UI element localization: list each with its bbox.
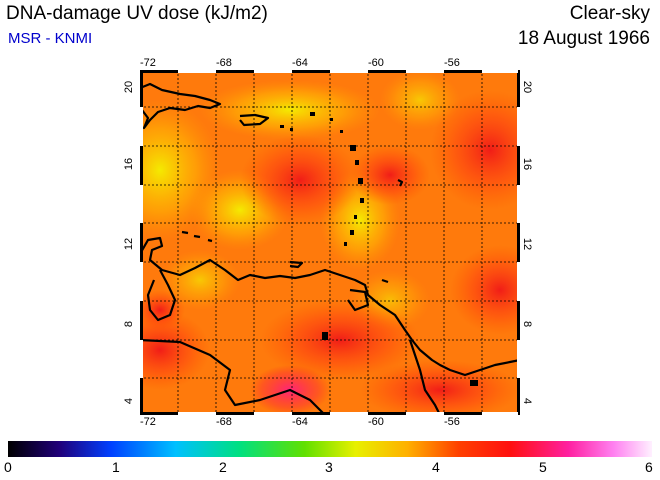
top-lon-tick: -56 <box>444 57 460 69</box>
right-lat-tick: 20 <box>521 80 534 94</box>
map-title: DNA-damage UV dose (kJ/m2) <box>6 3 268 24</box>
colorbar-label: 4 <box>432 459 440 475</box>
right-lat-tick: 4 <box>521 397 534 405</box>
right-lat-tick: 12 <box>521 237 534 251</box>
sky-condition-label: Clear-sky <box>569 3 650 24</box>
date-label: 18 August 1966 <box>517 28 650 49</box>
left-lat-tick: 20 <box>123 80 136 94</box>
left-lat-tick: 12 <box>123 237 136 251</box>
bottom-lon-tick: -68 <box>216 416 232 428</box>
colorbar-label: 1 <box>112 459 120 475</box>
colorbar <box>8 441 652 457</box>
bottom-lon-tick: -56 <box>444 416 460 428</box>
top-lon-tick: -72 <box>140 57 156 69</box>
uv-dose-map <box>140 70 520 415</box>
top-lon-tick: -68 <box>216 57 232 69</box>
right-lat-tick: 16 <box>521 157 534 171</box>
colorbar-label: 0 <box>4 459 12 475</box>
source-label: MSR - KNMI <box>8 30 93 47</box>
colorbar-label: 2 <box>219 459 227 475</box>
colorbar-label: 6 <box>645 459 653 475</box>
bottom-lon-tick: -72 <box>140 416 156 428</box>
left-lat-tick: 16 <box>123 157 136 171</box>
bottom-lon-tick: -64 <box>292 416 308 428</box>
left-lat-tick: 4 <box>123 397 136 405</box>
right-lat-tick: 8 <box>521 320 534 328</box>
top-lon-tick: -60 <box>368 57 384 69</box>
colorbar-label: 5 <box>539 459 547 475</box>
left-lat-tick: 8 <box>123 320 136 328</box>
colorbar-label: 3 <box>325 459 333 475</box>
top-lon-tick: -64 <box>292 57 308 69</box>
bottom-lon-tick: -60 <box>368 416 384 428</box>
